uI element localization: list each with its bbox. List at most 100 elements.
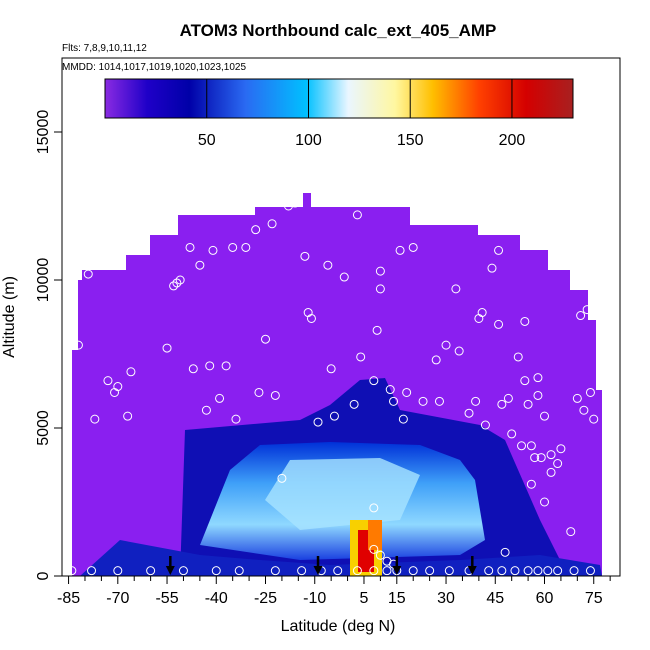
data-point	[300, 251, 310, 261]
data-point	[513, 352, 523, 362]
data-point	[201, 405, 211, 415]
dates-subtitle: MMDD: 1014,1017,1019,1020,1023,1025	[62, 62, 246, 73]
data-point	[589, 414, 599, 424]
data-point	[215, 393, 225, 403]
surface-point	[408, 566, 418, 576]
colorbar-tick-label: 100	[295, 132, 322, 149]
data-point	[385, 385, 395, 395]
data-point	[582, 305, 592, 315]
y-tick-label: 5000	[35, 410, 52, 446]
data-point	[526, 441, 536, 451]
data-point	[553, 459, 563, 469]
data-point	[464, 408, 474, 418]
surface-point	[333, 566, 343, 576]
data-point	[83, 269, 93, 279]
colorbar-tick-label: 200	[499, 132, 526, 149]
surface-point	[297, 566, 307, 576]
data-point	[533, 390, 543, 400]
data-point	[297, 180, 307, 190]
data-point	[517, 441, 527, 451]
data-point	[576, 311, 586, 321]
x-tick-label: -70	[106, 590, 129, 607]
data-point	[188, 364, 198, 374]
surface-point	[146, 566, 156, 576]
data-point	[103, 376, 113, 386]
data-point	[441, 340, 451, 350]
data-point	[221, 361, 231, 371]
data-point	[261, 334, 271, 344]
flight-arrow-head	[467, 566, 477, 575]
data-point	[290, 198, 300, 208]
heatmap-field	[72, 193, 602, 576]
x-tick-label: -10	[303, 590, 326, 607]
y-tick-label: 0	[35, 571, 52, 580]
data-point	[254, 387, 264, 397]
x-tick-label: -40	[205, 590, 228, 607]
x-tick-label: -55	[155, 590, 178, 607]
surface-point	[211, 566, 221, 576]
surface-point	[569, 566, 579, 576]
surface-point	[585, 566, 595, 576]
surface-point	[533, 566, 543, 576]
x-tick-label: 45	[486, 590, 504, 607]
data-point	[480, 420, 490, 430]
data-point	[306, 313, 316, 323]
surface-point	[510, 566, 520, 576]
data-point	[326, 364, 336, 374]
data-point	[349, 399, 359, 409]
data-point	[451, 284, 461, 294]
data-point	[523, 399, 533, 409]
data-point	[579, 405, 589, 415]
y-axis-label: Altitude (m)	[1, 276, 18, 358]
data-point	[471, 396, 481, 406]
data-point	[546, 467, 556, 477]
data-point	[369, 376, 379, 386]
data-point	[530, 453, 540, 463]
surface-point	[543, 566, 553, 576]
data-point	[526, 479, 536, 489]
surface-point	[484, 566, 494, 576]
data-point	[172, 278, 182, 288]
data-point	[497, 399, 507, 409]
y-tick-label: 15000	[35, 110, 52, 155]
surface-point	[382, 566, 392, 576]
data-point	[277, 473, 287, 483]
data-point	[329, 411, 339, 421]
data-point	[487, 263, 497, 273]
data-point	[540, 411, 550, 421]
data-point	[510, 213, 520, 223]
data-point	[533, 373, 543, 383]
data-point	[494, 319, 504, 329]
surface-point	[87, 566, 97, 576]
data-point	[146, 222, 156, 232]
data-point	[169, 281, 179, 291]
hot-plume-edge	[368, 520, 382, 550]
x-axis: -85 -70 -55 -40 -25 -10 5 15 30 45 60 75	[57, 576, 611, 607]
surface-point	[67, 566, 77, 576]
light-core	[265, 458, 420, 530]
data-point	[494, 245, 504, 255]
data-point	[195, 260, 205, 270]
data-point	[123, 411, 133, 421]
data-point	[418, 396, 428, 406]
data-point	[231, 414, 241, 424]
x-tick-label: 75	[585, 590, 603, 607]
profile-points	[67, 180, 599, 576]
surface-point	[234, 566, 244, 576]
surface-point	[553, 566, 563, 576]
colorbar-tick-label: 50	[198, 132, 216, 149]
data-point	[251, 225, 261, 235]
plot-frame	[61, 57, 621, 577]
surface-point	[444, 566, 454, 576]
surface-point	[352, 566, 362, 576]
data-point	[126, 367, 136, 377]
colorbar-gradient	[104, 78, 574, 119]
data-point	[73, 340, 83, 350]
flight-arrow-head	[392, 566, 402, 575]
surface-point	[523, 566, 533, 576]
data-point	[402, 387, 412, 397]
flights-subtitle: Flts: 7,8,9,10,11,12	[62, 43, 147, 54]
data-point	[369, 503, 379, 513]
data-point	[540, 497, 550, 507]
